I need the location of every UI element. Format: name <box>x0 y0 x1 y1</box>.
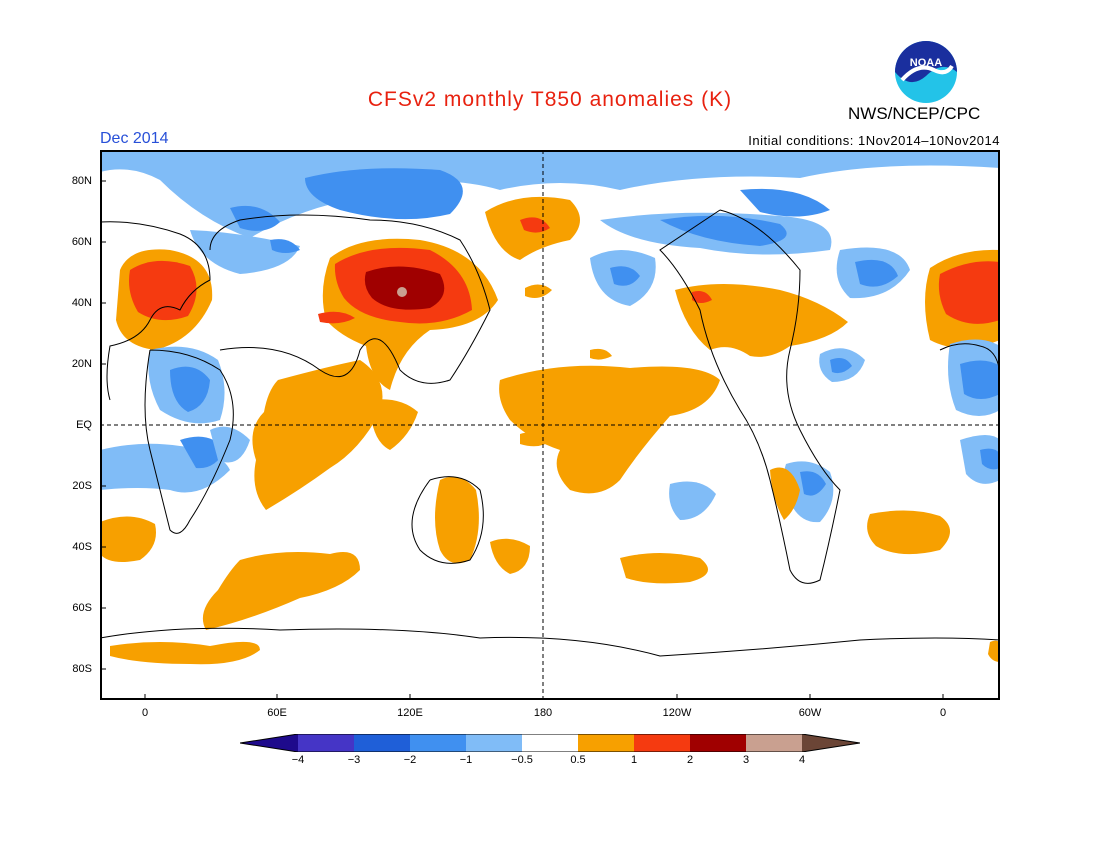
lat-label-20s: 20S <box>72 480 92 492</box>
lat-label-80n: 80N <box>71 175 92 187</box>
lon-label-60w: 60W <box>798 707 822 719</box>
colorbar-bin-6 <box>578 734 634 752</box>
colorbar-bin-5 <box>522 734 578 752</box>
initial-conditions-label: Initial conditions: 1Nov2014–10Nov2014 <box>748 133 1000 148</box>
anomaly-positive-east-asia <box>318 238 498 390</box>
lon-label-180: 180 <box>533 707 553 719</box>
lon-label-0: 0 <box>141 707 149 719</box>
lat-label-60n: 60N <box>71 236 92 248</box>
anomaly-positive-north-america <box>675 284 848 357</box>
anomaly-negative-arctic-band <box>100 150 1000 299</box>
anomaly-negative-north-pacific <box>590 250 656 306</box>
lat-label-40s: 40S <box>72 541 92 553</box>
anomaly-negative-africa <box>100 346 250 493</box>
colorbar-bin-1 <box>298 734 354 752</box>
lat-label-eq: EQ <box>76 419 92 431</box>
colorbar-bin-8 <box>690 734 746 752</box>
colorbar-bin-min-arrow <box>240 734 298 752</box>
anomaly-negative-south-america <box>669 339 1000 523</box>
noaa-logo-text: NOAA <box>910 57 942 69</box>
lon-label-0-right: 0 <box>939 707 947 719</box>
anomaly-positive-europe <box>116 249 213 350</box>
colorbar-label-minus3: −3 <box>347 754 361 766</box>
colorbar <box>240 734 860 752</box>
lon-label-120w: 120W <box>662 707 692 719</box>
anomaly-positive-australia <box>435 476 530 574</box>
colorbar-label-1: 1 <box>630 754 638 766</box>
colorbar-label-minus4: −4 <box>291 754 305 766</box>
colorbar-bin-4 <box>466 734 522 752</box>
colorbar-bin-9 <box>746 734 802 752</box>
coastlines <box>100 209 1000 657</box>
colorbar-label-minus2: −2 <box>403 754 417 766</box>
anomaly-positive-central-pacific <box>499 348 720 494</box>
colorbar-bin-7 <box>634 734 690 752</box>
agency-label: NWS/NCEP/CPC <box>848 104 981 123</box>
colorbar-bin-max-arrow <box>802 734 860 752</box>
anomaly-positive-south-america <box>770 467 800 520</box>
map-frame <box>100 150 1000 700</box>
lat-label-40n: 40N <box>71 297 92 309</box>
anomaly-map <box>100 150 1000 700</box>
lat-label-80s: 80S <box>72 663 92 675</box>
colorbar-bin-2 <box>354 734 410 752</box>
forecast-month-label: Dec 2014 <box>100 130 169 147</box>
noaa-logo: NOAA <box>895 41 957 103</box>
colorbar-label-0-5: 0.5 <box>570 754 586 766</box>
lat-label-60s: 60S <box>72 602 92 614</box>
anomaly-negative-north-atlantic <box>819 348 865 382</box>
colorbar-label-minus0-5: −0.5 <box>511 754 533 766</box>
lat-label-20n: 20N <box>71 358 92 370</box>
map-title: CFSv2 monthly T850 anomalies (K) <box>367 88 733 111</box>
colorbar-label-2: 2 <box>686 754 694 766</box>
lon-label-60e: 60E <box>267 707 287 719</box>
anomaly-positive-europe-right <box>925 249 1000 348</box>
colorbar-label-4: 4 <box>798 754 806 766</box>
colorbar-label-3: 3 <box>742 754 750 766</box>
anomaly-positive-southern-ocean <box>100 510 1000 665</box>
colorbar-bin-3 <box>410 734 466 752</box>
lon-label-120e: 120E <box>397 707 423 719</box>
colorbar-label-minus1: −1 <box>459 754 473 766</box>
